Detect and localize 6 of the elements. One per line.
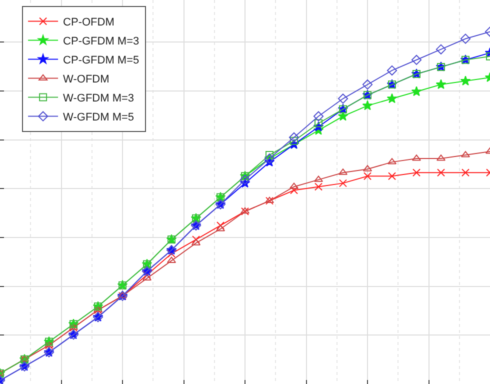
legend-label: W-OFDM	[63, 74, 110, 86]
legend-label: CP-GFDM M=5	[63, 54, 140, 67]
legend-label: CP-OFDM	[63, 16, 114, 29]
legend-label: CP-GFDM M=3	[63, 36, 140, 48]
legend-label: W-GFDM M=3	[63, 92, 134, 105]
legend-label: W-GFDM M=5	[63, 112, 134, 124]
